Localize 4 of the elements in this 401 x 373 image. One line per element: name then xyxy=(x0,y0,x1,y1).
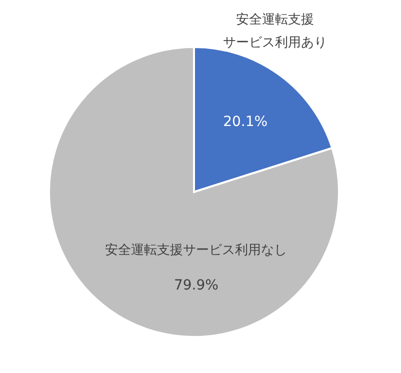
slice-label: 安全運転支援サービス利用なし xyxy=(105,242,288,258)
data-label: 20.1% xyxy=(223,114,268,130)
data-label: 79.9% xyxy=(174,278,218,294)
slice-label: 安全運転支援サービス利用あり xyxy=(222,11,327,50)
